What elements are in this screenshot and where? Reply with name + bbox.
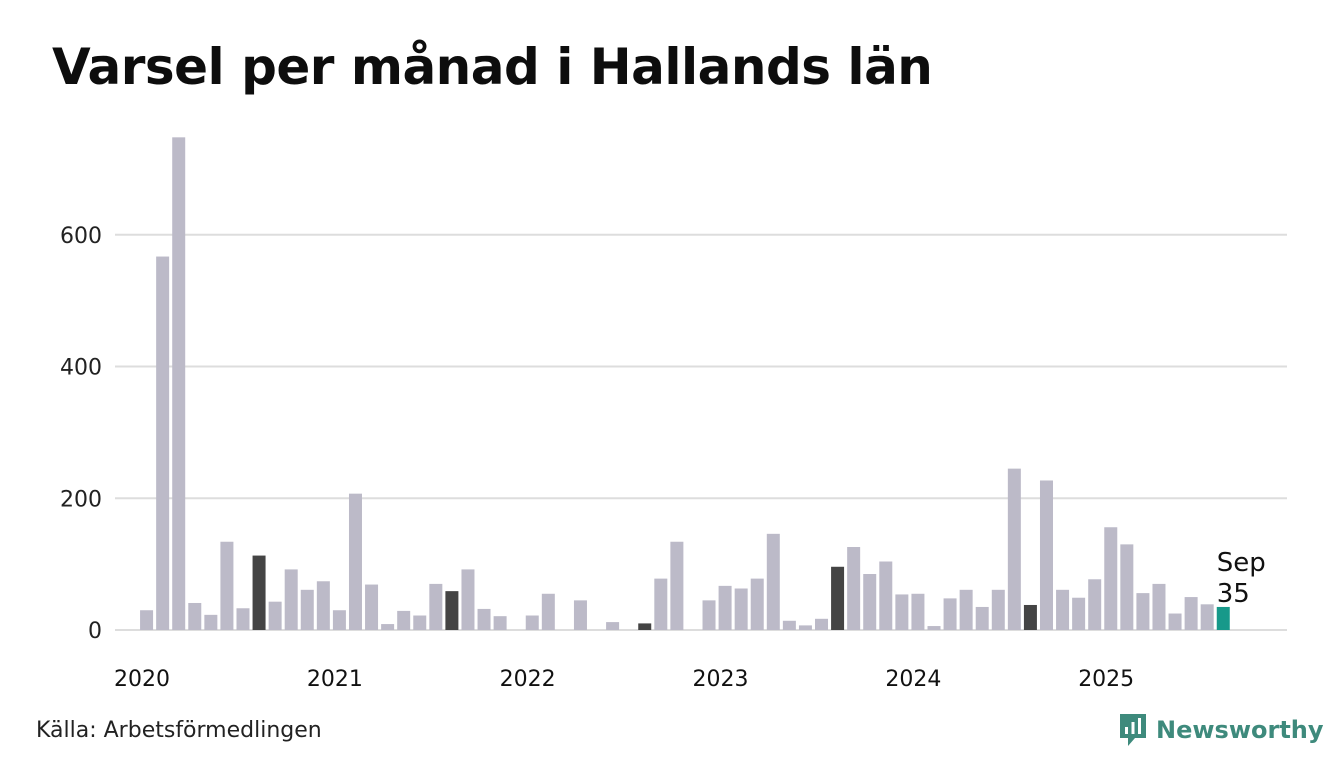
brand-logo[interactable]: Newsworthy bbox=[1118, 712, 1324, 748]
bar-2021-04 bbox=[365, 584, 379, 630]
newsworthy-logo-icon bbox=[1120, 714, 1146, 746]
bar-2023-12 bbox=[879, 561, 893, 630]
bar-2025-08 bbox=[1200, 604, 1214, 630]
bar-2022-09 bbox=[638, 623, 652, 630]
bars-layer bbox=[140, 137, 1230, 630]
bar-2023-09 bbox=[831, 566, 845, 630]
bar-2024-02 bbox=[911, 593, 925, 630]
highlight-value-label: 35 bbox=[1217, 579, 1250, 609]
x-axis-ticks: 2020 2021 2022 2023 2024 2025 bbox=[114, 667, 1134, 692]
bar-2020-05 bbox=[188, 602, 202, 630]
bar-2024-01 bbox=[895, 594, 909, 630]
x-tick-label: 2024 bbox=[885, 667, 941, 692]
brand-name: Newsworthy bbox=[1156, 716, 1324, 744]
bar-2020-12 bbox=[300, 589, 314, 630]
bar-2021-07 bbox=[413, 615, 427, 630]
bar-2025-05 bbox=[1152, 583, 1166, 630]
y-tick-label: 200 bbox=[60, 487, 102, 512]
bar-2021-06 bbox=[397, 610, 411, 630]
bar-2024-05 bbox=[959, 589, 973, 630]
bar-2021-11 bbox=[477, 608, 491, 630]
x-tick-label: 2022 bbox=[500, 667, 556, 692]
bar-2020-06 bbox=[204, 614, 218, 630]
y-axis-ticks: 0 200 400 600 bbox=[60, 224, 102, 644]
bar-2023-06 bbox=[782, 620, 796, 630]
bar-2022-10 bbox=[654, 578, 668, 630]
bar-2021-02 bbox=[332, 610, 346, 630]
bar-2024-04 bbox=[943, 598, 957, 630]
bar-2020-02 bbox=[140, 610, 154, 630]
bar-2025-03 bbox=[1120, 544, 1134, 630]
y-tick-label: 400 bbox=[60, 356, 102, 381]
bar-2025-06 bbox=[1168, 613, 1182, 630]
bar-2023-05 bbox=[766, 533, 780, 630]
bar-2024-03 bbox=[927, 626, 941, 630]
bar-2022-02 bbox=[525, 615, 539, 630]
bar-2020-04 bbox=[172, 137, 186, 630]
bar-2024-12 bbox=[1072, 597, 1086, 630]
bar-2020-09 bbox=[252, 555, 266, 630]
chart-title: Varsel per månad i Hallands län bbox=[52, 38, 933, 96]
bar-2024-06 bbox=[975, 606, 989, 630]
highlight-month-label: Sep bbox=[1217, 548, 1266, 578]
x-tick-label: 2021 bbox=[307, 667, 363, 692]
bar-2024-10 bbox=[1039, 480, 1053, 630]
bar-2023-03 bbox=[734, 588, 748, 630]
bar-2025-09 bbox=[1216, 606, 1230, 630]
y-tick-label: 0 bbox=[88, 619, 102, 644]
bar-2024-11 bbox=[1056, 589, 1070, 630]
bar-2020-10 bbox=[268, 601, 282, 630]
bar-2025-01 bbox=[1088, 579, 1102, 630]
bar-2020-07 bbox=[220, 541, 234, 630]
bar-2020-08 bbox=[236, 608, 250, 630]
x-tick-label: 2025 bbox=[1078, 667, 1134, 692]
bar-2021-10 bbox=[461, 569, 475, 630]
bar-2021-09 bbox=[445, 591, 459, 630]
x-tick-label: 2020 bbox=[114, 667, 170, 692]
bar-2022-07 bbox=[606, 622, 620, 630]
source-credit: Källa: Arbetsförmedlingen bbox=[36, 718, 322, 743]
bar-2021-12 bbox=[493, 616, 507, 630]
bar-2023-08 bbox=[815, 618, 829, 630]
bar-2023-01 bbox=[702, 600, 716, 630]
bar-2023-04 bbox=[750, 578, 764, 630]
bar-2021-03 bbox=[348, 493, 362, 630]
bar-2023-07 bbox=[798, 625, 812, 630]
bar-2024-08 bbox=[1007, 468, 1021, 630]
bar-2024-09 bbox=[1023, 604, 1037, 630]
bar-2024-07 bbox=[991, 589, 1005, 630]
bar-2022-11 bbox=[670, 541, 684, 630]
bar-2022-05 bbox=[573, 600, 587, 630]
bar-2021-01 bbox=[316, 581, 330, 630]
bar-2021-05 bbox=[381, 624, 395, 630]
bar-2023-10 bbox=[847, 547, 861, 630]
bar-2021-08 bbox=[429, 583, 443, 630]
bar-2025-07 bbox=[1184, 597, 1198, 630]
x-tick-label: 2023 bbox=[693, 667, 749, 692]
bar-2025-02 bbox=[1104, 527, 1118, 630]
bar-2025-04 bbox=[1136, 593, 1150, 630]
bar-2023-02 bbox=[718, 585, 732, 630]
y-tick-label: 600 bbox=[60, 224, 102, 249]
bar-2020-03 bbox=[156, 256, 170, 630]
bar-2022-03 bbox=[541, 593, 555, 630]
bar-2023-11 bbox=[863, 574, 877, 630]
bar-2020-11 bbox=[284, 569, 298, 630]
